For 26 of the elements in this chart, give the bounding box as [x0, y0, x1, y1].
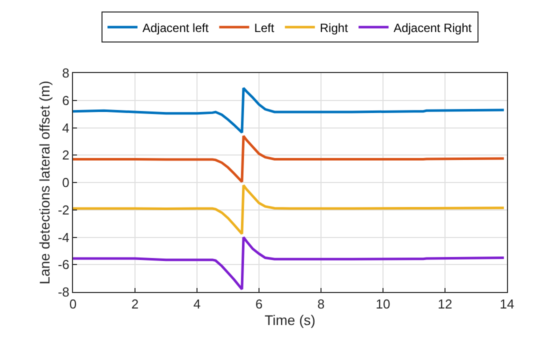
legend-label: Right	[320, 20, 349, 35]
line-series	[73, 184, 506, 236]
y-tick-label: 4	[62, 120, 70, 136]
line-series	[73, 134, 506, 184]
y-tick-label: 6	[62, 92, 70, 108]
line-series	[73, 86, 506, 134]
y-tick-label: -4	[58, 230, 70, 245]
x-tick-label: 14	[500, 296, 514, 312]
y-tick-label: 0	[62, 175, 70, 190]
legend-label: Left	[254, 20, 275, 35]
legend-label: Adjacent Right	[394, 20, 472, 35]
y-tick-label: -6	[58, 257, 70, 272]
y-tick-label: -8	[58, 284, 70, 300]
y-tick-label: 8	[62, 66, 70, 81]
y-tick-label: 2	[62, 148, 70, 163]
x-tick-label: 6	[255, 296, 263, 312]
y-tick-label: -2	[58, 202, 70, 218]
x-tick-label: 10	[376, 296, 390, 312]
y-axis-title: Lane detections lateral offset (m)	[36, 80, 52, 284]
x-tick-label: 12	[438, 296, 452, 312]
x-tick-label: 2	[131, 296, 139, 312]
x-tick-label: 8	[317, 296, 325, 312]
x-axis-title: Time (s)	[264, 312, 316, 328]
line-series	[73, 236, 506, 291]
legend-label: Adjacent left	[142, 20, 210, 35]
x-tick-label: 4	[193, 296, 201, 312]
